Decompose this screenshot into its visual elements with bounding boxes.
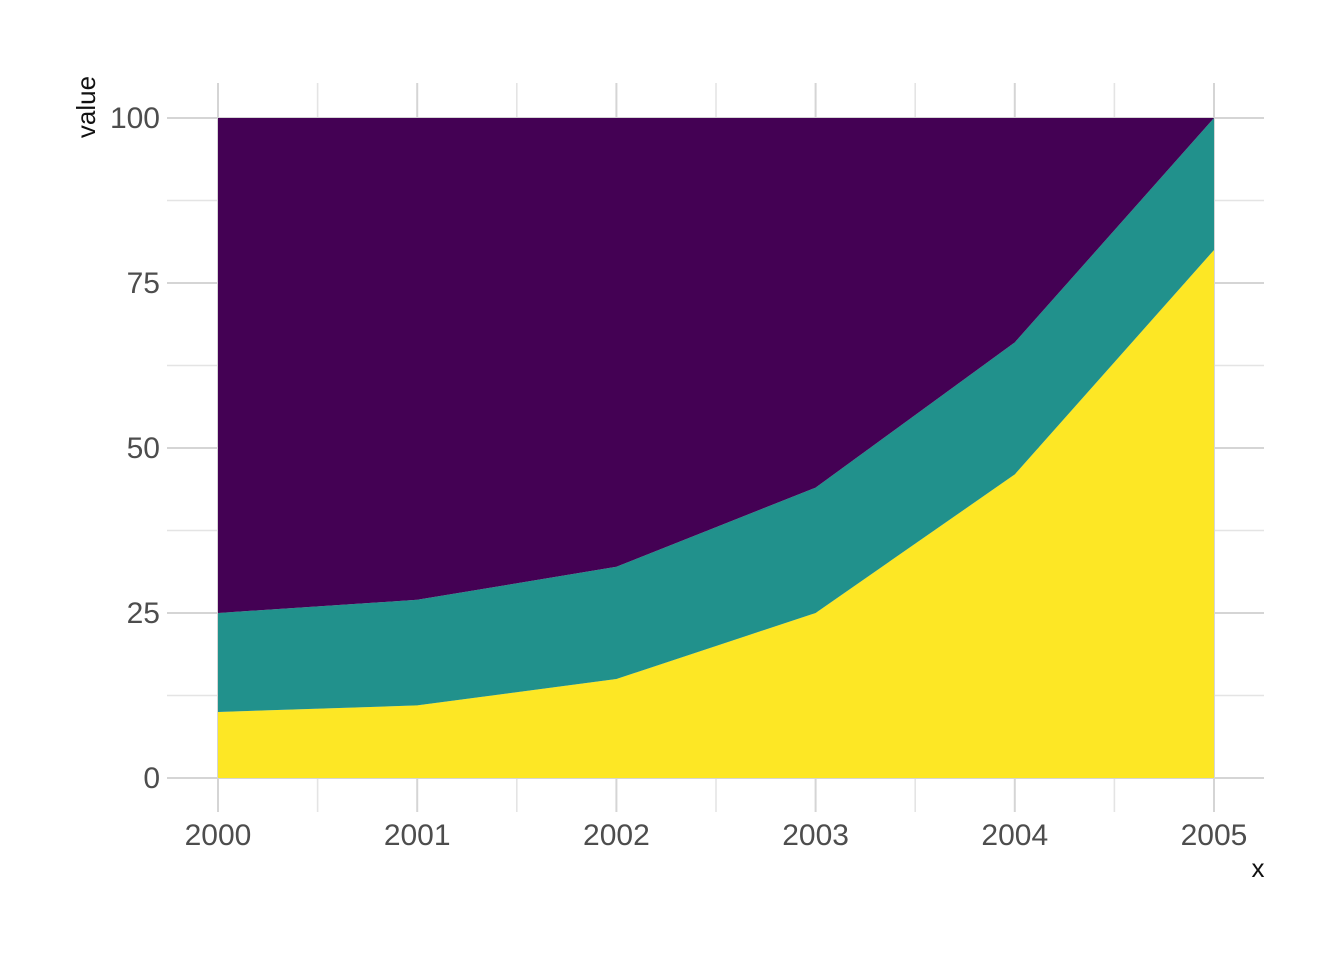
x-tick-label-2003: 2003 [782, 819, 849, 852]
x-tick-label-2004: 2004 [981, 819, 1048, 852]
y-tick-label-100: 100 [110, 102, 160, 135]
x-axis-title: x [1252, 853, 1265, 883]
x-tick-label-2001: 2001 [384, 819, 451, 852]
x-axis-tick-labels: 2000 2001 2002 2003 2004 2005 [185, 819, 1248, 852]
y-axis-title: value [71, 76, 101, 138]
y-tick-label-50: 50 [127, 432, 160, 465]
y-axis-tick-labels: 0 25 50 75 100 [110, 102, 160, 795]
area-teal-middle-band [218, 118, 1214, 712]
x-tick-label-2000: 2000 [185, 819, 252, 852]
y-tick-label-75: 75 [127, 267, 160, 300]
y-tick-label-0: 0 [143, 762, 160, 795]
area-yellow-bottom-band [218, 250, 1214, 778]
x-tick-label-2002: 2002 [583, 819, 650, 852]
x-tick-label-2005: 2005 [1181, 819, 1248, 852]
stacked-area-series [218, 118, 1214, 778]
area-purple-top-band [218, 118, 1214, 613]
y-tick-label-25: 25 [127, 597, 160, 630]
